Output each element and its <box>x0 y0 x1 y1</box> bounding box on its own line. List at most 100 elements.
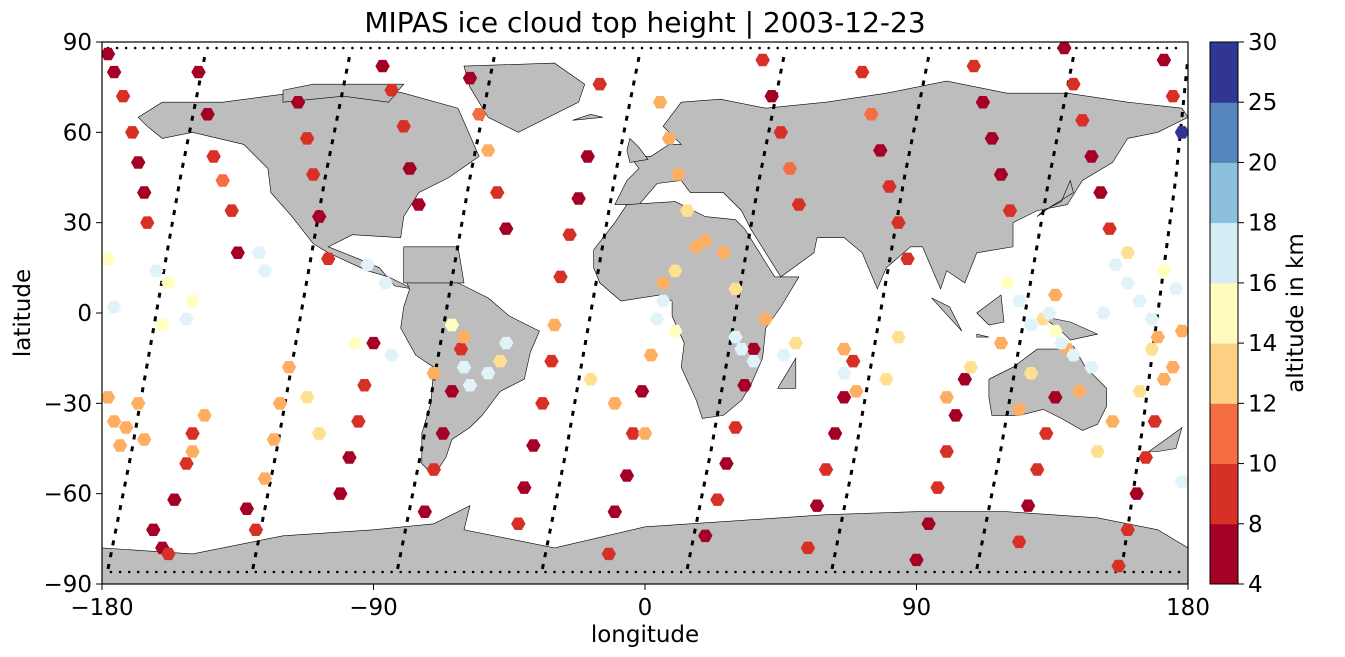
cloud-marker <box>480 367 496 380</box>
cloud-marker <box>535 397 550 410</box>
edge-dot-north <box>351 46 354 50</box>
edge-dot-north <box>1102 46 1105 50</box>
cloud-marker <box>215 174 230 187</box>
cloud-marker <box>637 427 653 440</box>
cloud-marker <box>290 96 306 109</box>
colorbar-tick-label: 8 <box>1248 512 1263 538</box>
y-axis: 90 60 30 0 −30 −60 −90 <box>43 30 102 598</box>
edge-dot-south <box>652 570 656 574</box>
cloud-marker <box>462 379 478 392</box>
edge-dot-north <box>468 46 472 50</box>
cloud-marker <box>1057 42 1072 55</box>
edge-dot-south <box>462 570 466 574</box>
edge-dot-south <box>508 570 511 574</box>
edge-dot-south <box>209 570 212 574</box>
cloud-marker <box>179 457 194 470</box>
cloud-marker <box>360 258 375 272</box>
cloud-marker <box>462 71 478 85</box>
cloud-marker <box>746 354 761 368</box>
edge-dot-north <box>631 46 635 50</box>
edge-dot-north <box>387 46 390 50</box>
edge-dot-south <box>336 570 339 574</box>
edge-dot-north <box>459 46 463 50</box>
edge-dot-north <box>785 46 789 50</box>
cloud-marker <box>137 433 152 446</box>
edge-dot-south <box>933 570 936 574</box>
x-axis: −180 −90 0 90 180 <box>70 584 1210 621</box>
edge-dot-north <box>975 46 979 50</box>
edge-dot-north <box>1093 46 1096 50</box>
edge-dot-south <box>1096 570 1099 574</box>
landmass-3 <box>614 80 1188 290</box>
edge-dot-south <box>779 570 783 574</box>
chart-title: MIPAS ice cloud top height | 2003-12-23 <box>364 6 925 39</box>
x-tick-label: 180 <box>1166 595 1210 621</box>
cloud-marker <box>251 246 267 259</box>
colorbar-tick-label: 18 <box>1248 211 1277 237</box>
cloud-marker <box>601 547 616 561</box>
edge-dot-south <box>598 570 602 574</box>
edge-dot-south <box>960 570 964 574</box>
edge-dot-south <box>770 570 773 574</box>
edge-dot-south <box>453 570 457 574</box>
cloud-marker <box>426 463 441 476</box>
cloud-marker <box>342 451 357 464</box>
cloud-marker <box>592 77 607 91</box>
edge-dot-south <box>879 570 882 574</box>
edge-dot-south <box>1005 570 1009 574</box>
edge-dot-north <box>305 46 309 50</box>
edge-dot-south <box>842 570 846 574</box>
edge-dot-north <box>532 46 535 50</box>
cloud-marker <box>698 234 713 247</box>
cloud-marker <box>849 385 864 398</box>
edge-dot-north <box>142 46 146 50</box>
cloud-marker <box>975 96 991 109</box>
cloud-marker <box>571 192 586 205</box>
edge-dot-south <box>381 570 384 574</box>
cloud-marker <box>655 276 671 290</box>
edge-dot-north <box>704 46 707 50</box>
cloud-marker <box>366 336 381 350</box>
colorbar-label: altitude in km <box>1283 233 1309 393</box>
cloud-marker <box>490 186 505 199</box>
cloud-marker <box>963 361 978 374</box>
edge-dot-north <box>568 46 571 50</box>
cloud-marker <box>855 65 870 79</box>
cloud-marker <box>782 162 797 175</box>
cloud-marker <box>1042 306 1057 320</box>
edge-dot-north <box>233 46 236 50</box>
edge-dot-north <box>903 46 906 50</box>
cloud-marker <box>224 204 239 217</box>
edge-dot-south <box>788 570 792 574</box>
edge-dot-north <box>432 46 436 50</box>
edge-dot-north <box>1165 46 1169 50</box>
landmass-14 <box>626 137 649 163</box>
edge-dot-north <box>894 46 897 50</box>
edge-dot-north <box>396 46 399 50</box>
edge-dot-north <box>595 46 598 50</box>
cloud-marker <box>1039 427 1054 440</box>
colorbar-segment <box>1210 463 1238 525</box>
edge-dot-north <box>197 46 200 50</box>
cloud-marker <box>930 481 945 494</box>
cloud-marker <box>1023 318 1039 332</box>
edge-dot-north <box>1084 46 1087 50</box>
cloud-marker <box>1048 324 1063 338</box>
cloud-marker <box>791 198 807 211</box>
cloud-marker <box>456 330 472 344</box>
cloud-marker <box>668 264 683 278</box>
cloud-marker <box>1090 445 1105 458</box>
cloud-marker <box>882 180 897 193</box>
y-tick-label: 60 <box>63 120 92 146</box>
edge-dot-north <box>1047 46 1051 50</box>
edge-dot-south <box>761 570 764 574</box>
edge-dot-north <box>179 46 182 50</box>
cloud-marker <box>755 53 770 67</box>
edge-dot-north <box>550 46 553 50</box>
edge-dot-north <box>722 46 725 50</box>
cloud-marker <box>102 252 116 265</box>
edge-dot-south <box>281 570 285 574</box>
landmass-10 <box>976 294 1005 326</box>
cloud-marker <box>655 294 671 308</box>
